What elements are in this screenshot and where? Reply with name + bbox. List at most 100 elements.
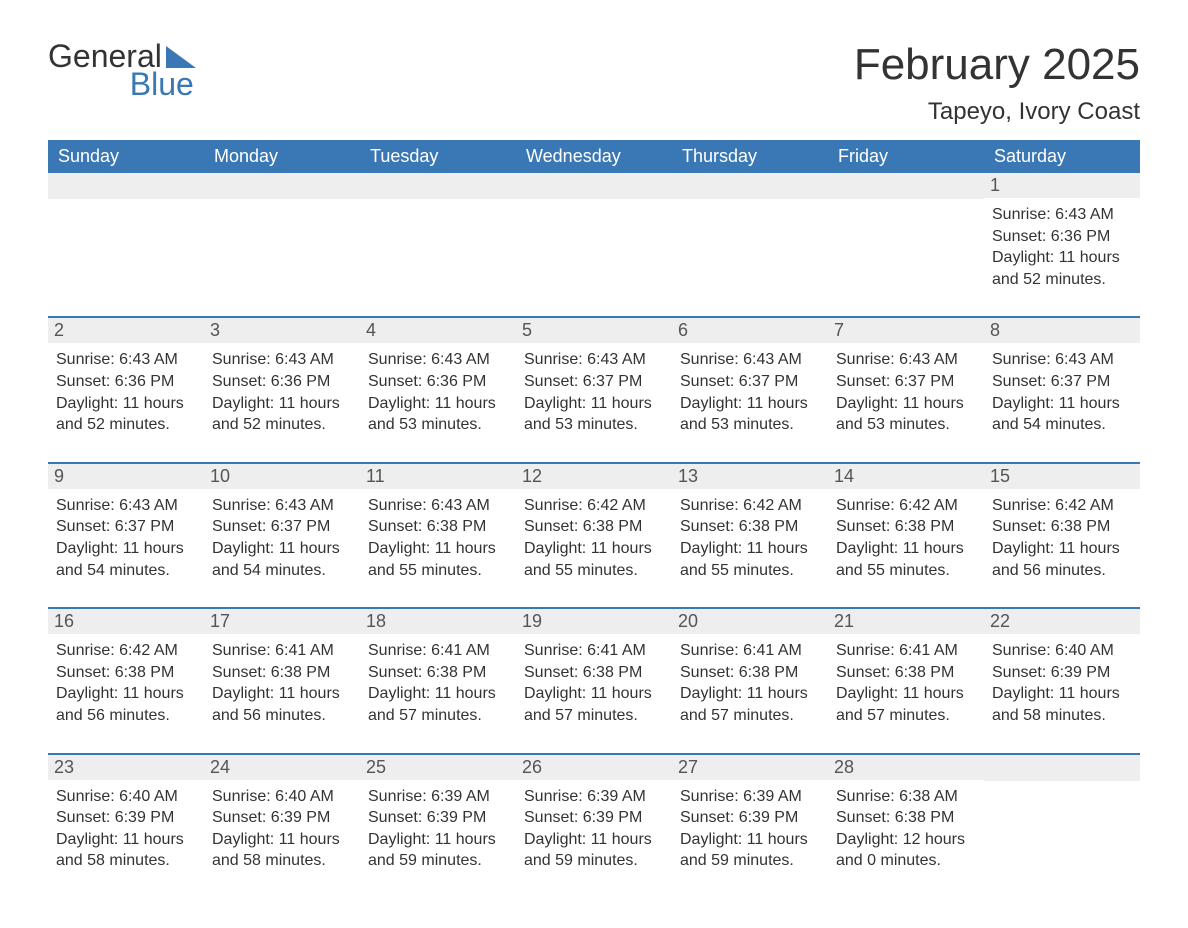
weeks-container: 1Sunrise: 6:43 AMSunset: 6:36 PMDaylight… — [48, 173, 1140, 880]
sunset-text: Sunset: 6:38 PM — [992, 516, 1132, 538]
location-label: Tapeyo, Ivory Coast — [854, 98, 1140, 126]
sunset-text: Sunset: 6:39 PM — [680, 807, 820, 829]
day-content: Sunrise: 6:43 AMSunset: 6:36 PMDaylight:… — [56, 349, 196, 435]
sunrise-text: Sunrise: 6:40 AM — [212, 786, 352, 808]
sunset-text: Sunset: 6:37 PM — [680, 371, 820, 393]
sunrise-text: Sunrise: 6:43 AM — [524, 349, 664, 371]
sunset-text: Sunset: 6:38 PM — [56, 662, 196, 684]
day-cell: 5Sunrise: 6:43 AMSunset: 6:37 PMDaylight… — [516, 318, 672, 443]
day-content: Sunrise: 6:43 AMSunset: 6:37 PMDaylight:… — [680, 349, 820, 435]
month-title: February 2025 — [854, 40, 1140, 90]
day-cell: 9Sunrise: 6:43 AMSunset: 6:37 PMDaylight… — [48, 464, 204, 589]
sunrise-text: Sunrise: 6:42 AM — [524, 495, 664, 517]
sunrise-text: Sunrise: 6:42 AM — [836, 495, 976, 517]
day-content: Sunrise: 6:41 AMSunset: 6:38 PMDaylight:… — [524, 640, 664, 726]
header-bar: General Blue February 2025 Tapeyo, Ivory… — [48, 40, 1140, 126]
day-content: Sunrise: 6:41 AMSunset: 6:38 PMDaylight:… — [680, 640, 820, 726]
day-cell: 28 Sunrise: 6:38 AMSunset: 6:38 PMDayligh… — [828, 755, 984, 880]
week-row: 2Sunrise: 6:43 AMSunset: 6:36 PMDaylight… — [48, 316, 1140, 443]
day-content: Sunrise: 6:40 AMSunset: 6:39 PMDaylight:… — [56, 786, 196, 872]
day-number: 22 — [984, 609, 1140, 634]
daylight-text: Daylight: 11 hours and 52 minutes. — [56, 393, 196, 436]
day-content: Sunrise: 6:42 AMSunset: 6:38 PMDaylight:… — [836, 495, 976, 581]
sunrise-text: Sunrise: 6:43 AM — [212, 349, 352, 371]
title-block: February 2025 Tapeyo, Ivory Coast — [854, 40, 1140, 126]
sunset-text: Sunset: 6:36 PM — [56, 371, 196, 393]
daylight-text: Daylight: 11 hours and 56 minutes. — [992, 538, 1132, 581]
sunrise-text: Sunrise: 6:39 AM — [680, 786, 820, 808]
day-number: 28 — [828, 755, 984, 780]
daylight-text: Daylight: 11 hours and 53 minutes. — [680, 393, 820, 436]
sunset-text: Sunset: 6:38 PM — [836, 807, 976, 829]
day-number-empty — [516, 173, 672, 199]
sunrise-text: Sunrise: 6:43 AM — [56, 495, 196, 517]
daylight-text: Daylight: 11 hours and 59 minutes. — [680, 829, 820, 872]
day-cell: 8Sunrise: 6:43 AMSunset: 6:37 PMDaylight… — [984, 318, 1140, 443]
day-cell — [828, 173, 984, 298]
weekday-header: Friday — [828, 140, 984, 173]
day-content: Sunrise: 6:42 AMSunset: 6:38 PMDaylight:… — [680, 495, 820, 581]
day-content: Sunrise: 6:40 AMSunset: 6:39 PMDaylight:… — [212, 786, 352, 872]
day-content: Sunrise: 6:43 AMSunset: 6:37 PMDaylight:… — [524, 349, 664, 435]
day-cell — [204, 173, 360, 298]
day-cell: 26Sunrise: 6:39 AMSunset: 6:39 PMDayligh… — [516, 755, 672, 880]
day-number: 27 — [672, 755, 828, 780]
day-number: 6 — [672, 318, 828, 343]
day-cell: 2Sunrise: 6:43 AMSunset: 6:36 PMDaylight… — [48, 318, 204, 443]
day-cell: 20Sunrise: 6:41 AMSunset: 6:38 PMDayligh… — [672, 609, 828, 734]
week-row: 16Sunrise: 6:42 AMSunset: 6:38 PMDayligh… — [48, 607, 1140, 734]
day-cell: 14Sunrise: 6:42 AMSunset: 6:38 PMDayligh… — [828, 464, 984, 589]
day-cell: 1Sunrise: 6:43 AMSunset: 6:36 PMDaylight… — [984, 173, 1140, 298]
day-cell: 24Sunrise: 6:40 AMSunset: 6:39 PMDayligh… — [204, 755, 360, 880]
day-number: 3 — [204, 318, 360, 343]
daylight-text: Daylight: 11 hours and 59 minutes. — [368, 829, 508, 872]
day-number: 17 — [204, 609, 360, 634]
sunset-text: Sunset: 6:37 PM — [992, 371, 1132, 393]
day-cell: 22 Sunrise: 6:40 AMSunset: 6:39 PMDayligh… — [984, 609, 1140, 734]
week-row: 1Sunrise: 6:43 AMSunset: 6:36 PMDaylight… — [48, 173, 1140, 298]
sunset-text: Sunset: 6:38 PM — [836, 662, 976, 684]
sunset-text: Sunset: 6:38 PM — [836, 516, 976, 538]
day-number: 12 — [516, 464, 672, 489]
sunrise-text: Sunrise: 6:42 AM — [992, 495, 1132, 517]
day-cell — [672, 173, 828, 298]
daylight-text: Daylight: 11 hours and 58 minutes. — [992, 683, 1132, 726]
day-content: Sunrise: 6:38 AMSunset: 6:38 PMDaylight:… — [836, 786, 976, 872]
sunset-text: Sunset: 6:38 PM — [680, 516, 820, 538]
daylight-text: Daylight: 11 hours and 53 minutes. — [524, 393, 664, 436]
sunset-text: Sunset: 6:38 PM — [524, 662, 664, 684]
day-content: Sunrise: 6:41 AMSunset: 6:38 PMDaylight:… — [212, 640, 352, 726]
sunrise-text: Sunrise: 6:39 AM — [368, 786, 508, 808]
sunset-text: Sunset: 6:38 PM — [368, 662, 508, 684]
day-content: Sunrise: 6:39 AMSunset: 6:39 PMDaylight:… — [368, 786, 508, 872]
day-number-empty — [204, 173, 360, 199]
sunrise-text: Sunrise: 6:43 AM — [212, 495, 352, 517]
day-cell: 10Sunrise: 6:43 AMSunset: 6:37 PMDayligh… — [204, 464, 360, 589]
sunrise-text: Sunrise: 6:43 AM — [680, 349, 820, 371]
day-content: Sunrise: 6:41 AMSunset: 6:38 PMDaylight:… — [368, 640, 508, 726]
day-number-empty — [984, 755, 1140, 781]
day-number: 23 — [48, 755, 204, 780]
day-number: 7 — [828, 318, 984, 343]
day-cell: 7Sunrise: 6:43 AMSunset: 6:37 PMDaylight… — [828, 318, 984, 443]
daylight-text: Daylight: 11 hours and 54 minutes. — [992, 393, 1132, 436]
day-cell — [516, 173, 672, 298]
day-content: Sunrise: 6:40 AMSunset: 6:39 PMDaylight:… — [992, 640, 1132, 726]
day-content: Sunrise: 6:42 AMSunset: 6:38 PMDaylight:… — [524, 495, 664, 581]
daylight-text: Daylight: 11 hours and 59 minutes. — [524, 829, 664, 872]
sunset-text: Sunset: 6:39 PM — [56, 807, 196, 829]
day-cell — [48, 173, 204, 298]
day-cell: 15 Sunrise: 6:42 AMSunset: 6:38 PMDayligh… — [984, 464, 1140, 589]
sunset-text: Sunset: 6:37 PM — [836, 371, 976, 393]
day-content: Sunrise: 6:43 AMSunset: 6:36 PMDaylight:… — [368, 349, 508, 435]
day-cell: 23 Sunrise: 6:40 AMSunset: 6:39 PMDayligh… — [48, 755, 204, 880]
daylight-text: Daylight: 11 hours and 58 minutes. — [212, 829, 352, 872]
day-cell: 4Sunrise: 6:43 AMSunset: 6:36 PMDaylight… — [360, 318, 516, 443]
sunset-text: Sunset: 6:38 PM — [524, 516, 664, 538]
day-number: 15 — [984, 464, 1140, 489]
day-content: Sunrise: 6:43 AMSunset: 6:37 PMDaylight:… — [992, 349, 1132, 435]
day-cell: 3Sunrise: 6:43 AMSunset: 6:36 PMDaylight… — [204, 318, 360, 443]
sunrise-text: Sunrise: 6:41 AM — [212, 640, 352, 662]
weekday-header: Thursday — [672, 140, 828, 173]
day-number: 1 — [984, 173, 1140, 198]
